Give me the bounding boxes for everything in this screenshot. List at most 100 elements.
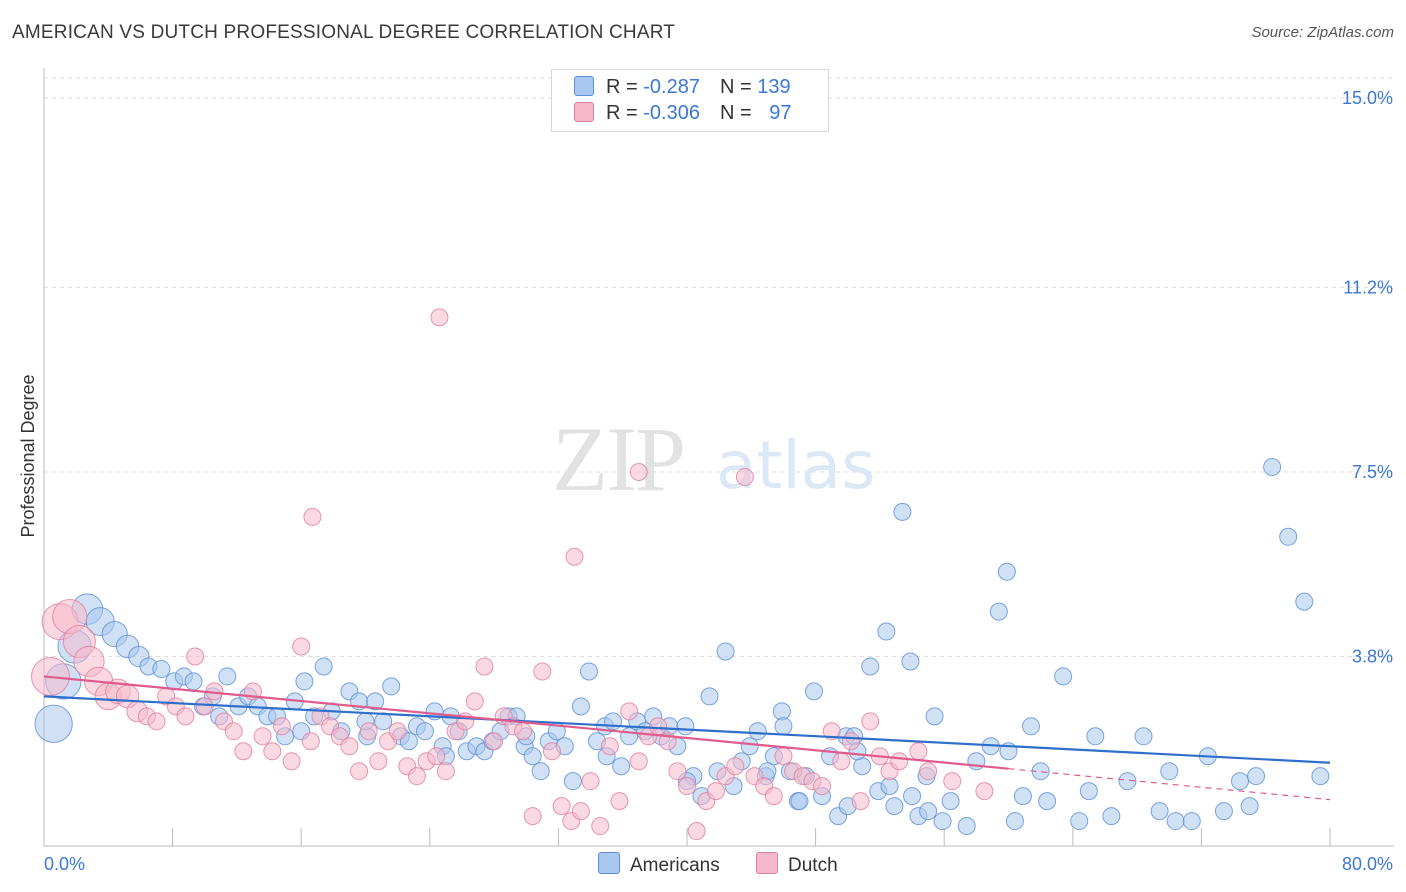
dutch-point xyxy=(620,702,639,721)
y-tick-label: 11.2% xyxy=(1343,277,1393,297)
dutch-point xyxy=(726,757,745,776)
dutch-point xyxy=(565,547,584,566)
dutch-point xyxy=(774,747,793,766)
chart-title: AMERICAN VS DUTCH PROFESSIONAL DEGREE CO… xyxy=(12,22,676,43)
dutch-point xyxy=(533,662,552,681)
dutch-point xyxy=(687,822,706,841)
americans-point xyxy=(295,672,314,691)
americans-point xyxy=(152,659,171,678)
americans-point xyxy=(748,722,767,741)
dutch-point xyxy=(610,792,629,811)
bottom-legend-swatch-dutch xyxy=(756,852,778,874)
americans-point xyxy=(1160,762,1179,781)
watermark-atlas: atlas xyxy=(716,427,876,504)
dutch-point xyxy=(571,802,590,821)
americans-point xyxy=(218,667,237,686)
dutch-point xyxy=(629,462,648,481)
americans-point xyxy=(1214,802,1233,821)
bottom-legend-label-dutch: Dutch xyxy=(788,855,838,876)
bottom-legend-dutch: Dutch xyxy=(756,852,838,877)
x-ticks xyxy=(43,828,1331,846)
legend-r-label: R = xyxy=(606,102,644,124)
americans-point xyxy=(1311,767,1330,786)
americans-point xyxy=(933,812,952,831)
dutch-point xyxy=(485,732,504,751)
americans-point xyxy=(579,662,598,681)
dutch-point xyxy=(832,752,851,771)
dutch-point xyxy=(706,782,725,801)
dutch-point xyxy=(542,742,561,761)
x-tick-label: 0.0% xyxy=(44,854,85,874)
legend-r-value: -0.306 xyxy=(643,102,700,124)
dutch-point xyxy=(629,752,648,771)
dutch-point xyxy=(919,762,938,781)
dutch-point xyxy=(764,787,783,806)
dutch-point xyxy=(253,727,272,746)
dutch-point xyxy=(369,752,388,771)
dutch-point xyxy=(861,712,880,731)
dutch-point xyxy=(272,717,291,736)
dutch-point xyxy=(975,782,994,801)
americans-point xyxy=(989,602,1008,621)
legend-r-label: R = xyxy=(606,76,644,98)
americans-point xyxy=(399,732,418,751)
americans-point xyxy=(1038,792,1057,811)
legend-row-americans: R = -0.287 N = 139 xyxy=(574,76,791,98)
dutch-point xyxy=(340,737,359,756)
y-tick-label: 15.0% xyxy=(1342,88,1393,108)
americans-point xyxy=(612,757,631,776)
bottom-legend-americans: Americans xyxy=(598,852,720,877)
americans-point xyxy=(1054,667,1073,686)
legend-row-dutch: R = -0.306 N = 97 xyxy=(574,102,791,124)
americans-point xyxy=(997,562,1016,581)
americans-point xyxy=(877,622,896,641)
americans-point xyxy=(740,737,759,756)
americans-point xyxy=(374,712,393,731)
americans-point xyxy=(957,817,976,836)
dutch-point xyxy=(668,762,687,781)
dutch-point xyxy=(292,637,311,656)
americans-point xyxy=(1079,782,1098,801)
americans-point xyxy=(184,672,203,691)
x-tick-labels: 0.0% 80.0% xyxy=(44,854,1393,874)
dutch-point xyxy=(841,732,860,751)
dutch-point xyxy=(943,772,962,791)
legend-swatch-americans xyxy=(574,76,594,96)
americans-point xyxy=(34,704,73,743)
watermark-zip: ZIP xyxy=(552,408,684,510)
dutch-point xyxy=(600,737,619,756)
americans-point xyxy=(790,792,809,811)
americans-point xyxy=(941,792,960,811)
americans-point xyxy=(853,757,872,776)
series-dutch xyxy=(30,308,994,841)
americans-point xyxy=(700,687,719,706)
dutch-point xyxy=(224,722,243,741)
dutch-point xyxy=(427,747,446,766)
legend-n-label: N = xyxy=(719,76,758,98)
americans-point xyxy=(1279,527,1298,546)
americans-point xyxy=(1295,592,1314,611)
americans-point xyxy=(1240,797,1259,816)
dutch-point xyxy=(301,732,320,751)
dutch-point xyxy=(581,772,600,791)
dutch-point xyxy=(303,507,322,526)
dutch-point xyxy=(282,752,301,771)
americans-point xyxy=(903,787,922,806)
americans-point xyxy=(880,777,899,796)
americans-point xyxy=(415,722,434,741)
americans-point xyxy=(571,697,590,716)
dutch-point xyxy=(851,792,870,811)
dutch-point xyxy=(822,722,841,741)
americans-point xyxy=(523,747,542,766)
dutch-point xyxy=(475,657,494,676)
americans-point xyxy=(314,657,333,676)
americans-point xyxy=(563,772,582,791)
y-tick-labels: 3.8% 7.5% 11.2% 15.0% xyxy=(1342,88,1393,667)
dutch-trend-extension xyxy=(1008,768,1331,801)
americans-point xyxy=(1102,807,1121,826)
americans-point xyxy=(604,712,623,731)
americans-point xyxy=(885,797,904,816)
chart-source: Source: ZipAtlas.com xyxy=(1251,24,1394,41)
dutch-point xyxy=(678,777,696,796)
